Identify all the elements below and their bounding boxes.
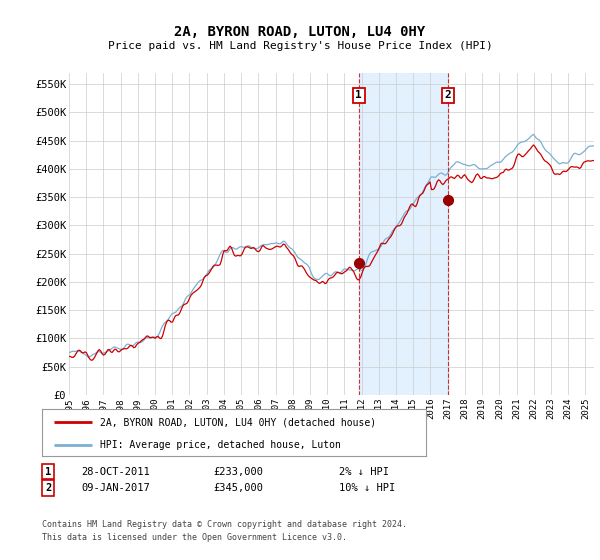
Text: 28-OCT-2011: 28-OCT-2011 <box>81 466 150 477</box>
Bar <box>359 73 448 395</box>
Text: Price paid vs. HM Land Registry's House Price Index (HPI): Price paid vs. HM Land Registry's House … <box>107 41 493 51</box>
Text: HPI: Average price, detached house, Luton: HPI: Average price, detached house, Luto… <box>100 440 340 450</box>
Text: 2A, BYRON ROAD, LUTON, LU4 0HY (detached house): 2A, BYRON ROAD, LUTON, LU4 0HY (detached… <box>100 417 376 427</box>
Text: £233,000: £233,000 <box>213 466 263 477</box>
Text: 09-JAN-2017: 09-JAN-2017 <box>81 483 150 493</box>
Text: 2: 2 <box>45 483 51 493</box>
Text: 2: 2 <box>445 90 452 100</box>
Text: 2% ↓ HPI: 2% ↓ HPI <box>339 466 389 477</box>
Text: £345,000: £345,000 <box>213 483 263 493</box>
Text: 1: 1 <box>45 466 51 477</box>
Text: 2A, BYRON ROAD, LUTON, LU4 0HY: 2A, BYRON ROAD, LUTON, LU4 0HY <box>175 26 425 39</box>
Text: 1: 1 <box>355 90 362 100</box>
Text: 10% ↓ HPI: 10% ↓ HPI <box>339 483 395 493</box>
Text: Contains HM Land Registry data © Crown copyright and database right 2024.
This d: Contains HM Land Registry data © Crown c… <box>42 520 407 542</box>
